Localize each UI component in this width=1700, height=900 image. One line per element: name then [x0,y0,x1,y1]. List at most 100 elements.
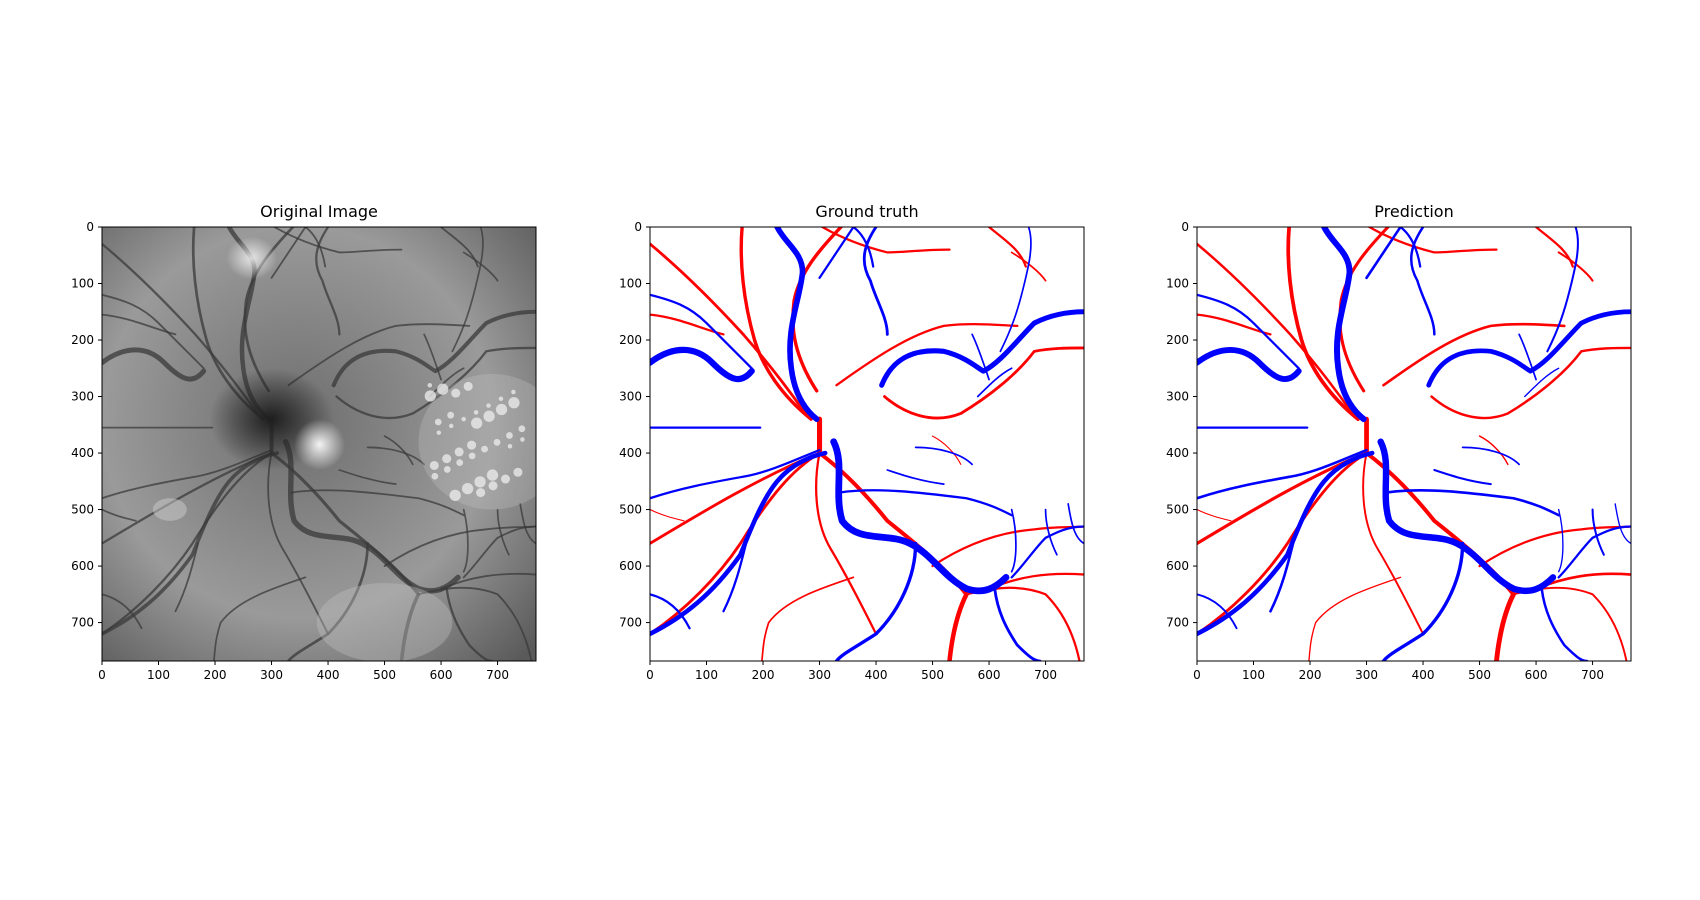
y-tick-label: 700 [71,616,94,630]
x-tick-label: 500 [373,668,396,682]
x-tick-label: 200 [204,668,227,682]
vein-vessel [650,346,755,383]
vein-vessel [650,293,753,370]
panel-image [650,227,1084,661]
y-tick-label: 500 [71,503,94,517]
artery-vessel [650,508,685,522]
x-tick-label: 500 [921,668,944,682]
vein-vessel [650,450,828,637]
vein-vessel [1269,542,1295,613]
vein-vessel [818,227,855,279]
vein-vessel [1399,227,1422,268]
vein-vessel [852,227,875,268]
vein-vessel [1546,227,1579,353]
vein-vessel [1409,227,1436,336]
x-tick-label: 100 [147,668,170,682]
artery-vessel [1557,251,1594,282]
vein-vessel [1365,227,1402,280]
artery-vessel [761,576,855,661]
vein-vessel [1591,508,1605,556]
x-tick-label: 600 [1525,668,1548,682]
x-tick-label: 0 [98,668,106,682]
vein-vessel [1197,293,1300,370]
x-tick-label: 200 [1299,668,1322,682]
x-tick-label: 300 [808,668,831,682]
vein-vessel [1433,468,1492,486]
vein-vessel [1067,503,1084,545]
vein-vessel [838,489,1013,517]
x-tick-label: 700 [1034,668,1057,682]
y-tick-label: 200 [619,333,642,347]
panel-ground-truth: Ground truth 0 100 200 300 400 500 600 700 0 100 20… [619,202,1085,682]
artery-vessel [791,227,843,393]
y-tick-label: 700 [1166,616,1189,630]
vein-vessel [886,469,945,485]
artery-vessel [1430,346,1631,420]
y-tick-label: 100 [619,277,642,291]
artery-vessel [1010,251,1047,282]
vein-vessel [993,587,1042,661]
y-tick-label: 600 [71,559,94,573]
vein-vessel [976,367,1013,398]
artery-vessel [1308,576,1402,661]
artery-vessel [987,227,1027,268]
x-tick-label: 600 [430,668,453,682]
vein-vessel [834,541,918,661]
y-tick-label: 200 [1166,333,1189,347]
artery-vessel [1368,227,1498,254]
x-tick-label: 400 [317,668,340,682]
vein-vessel [1557,508,1564,573]
vein-vessel [1614,503,1631,545]
y-tick-label: 500 [1166,503,1189,517]
artery-vessel [1534,227,1574,268]
artery-vessel [1362,452,1425,635]
y-tick-label: 0 [634,220,642,234]
panel-original: Original Image 0 100 200 300 400 500 600 700 0 100… [71,202,537,682]
y-tick-label: 400 [619,446,642,460]
artery-vessel [931,435,962,465]
x-tick-label: 100 [695,668,718,682]
artery-vessel [821,227,951,254]
x-tick-label: 400 [1412,668,1435,682]
panel-title: Prediction [1374,202,1453,221]
vein-vessel [1518,333,1537,381]
artery-vessel [1382,322,1566,387]
panel-prediction: Prediction 0 100 200 300 400 500 600 700 0 100 200 3… [1166,202,1632,682]
artery-vessel [650,451,821,636]
x-tick-label: 200 [752,668,775,682]
vein-vessel [879,309,1084,388]
vein-vessel [1197,593,1238,630]
y-tick-label: 300 [619,390,642,404]
vein-vessel [774,227,820,422]
artery-vessel [1494,591,1516,661]
vein-vessel [722,542,748,613]
x-tick-label: 0 [1193,668,1201,682]
y-tick-label: 600 [619,559,642,573]
artery-vessel [883,346,1084,420]
panel-title: Original Image [260,202,378,221]
vein-vessel [1197,448,1368,500]
panel-image [1197,227,1631,661]
vein-vessel [1426,309,1631,388]
artery-vessel [835,323,1019,387]
vein-vessel [914,446,973,466]
vein-vessel [650,593,691,630]
y-tick-label: 500 [619,503,642,517]
y-tick-label: 100 [1166,277,1189,291]
artery-vessel [650,242,807,415]
vein-vessel [971,333,990,381]
artery-vessel [1197,508,1232,522]
x-tick-label: 400 [865,668,888,682]
vein-vessel [862,227,889,336]
x-tick-label: 500 [1468,668,1491,682]
x-tick-label: 0 [646,668,654,682]
vein-vessel [1461,446,1520,466]
vein-vessel [1197,450,1375,637]
artery-vessel [1338,227,1390,393]
panel-image [102,227,536,661]
y-tick-label: 0 [1181,220,1189,234]
y-tick-label: 400 [1166,446,1189,460]
x-tick-label: 300 [260,668,283,682]
y-tick-label: 300 [1166,390,1189,404]
